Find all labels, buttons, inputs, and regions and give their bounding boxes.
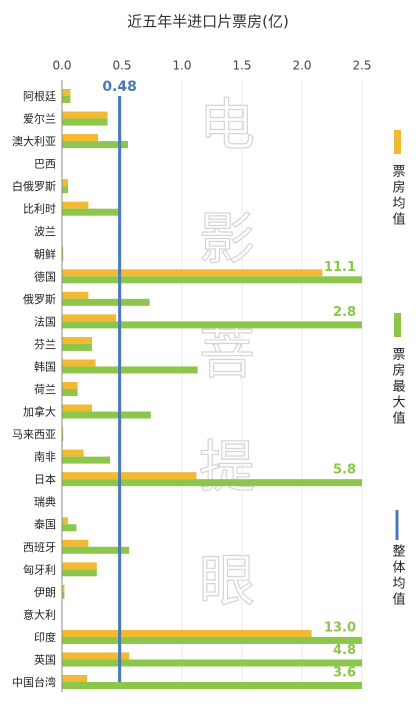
y-tick-label: 意大利 [23,607,56,621]
x-tick-label: 0.5 [112,59,131,73]
y-tick-label: 阿根廷 [23,89,56,103]
y-tick-label: 德国 [34,269,56,283]
y-tick-label: 印度 [34,630,56,644]
y-tick-label: 伊朗 [34,586,56,599]
y-tick-label: 中国台湾 [12,675,56,689]
legend-swatch [394,313,401,337]
bar [62,584,65,592]
bar [62,636,362,644]
bar [62,449,84,457]
bar [62,456,110,464]
x-tick-label: 2.0 [292,59,311,73]
y-tick-label: 马来西亚 [12,428,56,441]
bar [62,591,65,599]
bar [62,404,92,412]
bar [62,366,198,374]
bar [62,389,78,396]
bar [62,201,89,209]
y-tick-label: 加拿大 [23,405,56,419]
y-tick-label: 比利时 [23,203,56,216]
y-tick-label: 泰国 [34,517,56,531]
chart-title: 近五年半进口片票房(亿) [127,13,289,31]
bar [62,134,98,142]
y-tick-label: 朝鲜 [34,247,56,261]
y-tick-label: 南非 [34,451,56,464]
bar [62,118,108,126]
bar [62,291,89,299]
y-tick-label: 巴西 [34,158,56,171]
y-tick-label: 瑞典 [34,495,56,509]
data-label: 5.8 [333,463,356,478]
x-tick-label: 1.0 [172,59,191,73]
bar [62,298,150,306]
bar [62,89,71,96]
y-tick-label: 英国 [34,652,56,666]
bar [62,96,71,103]
reference-label: 0.48 [102,79,137,95]
y-tick-label: 荷兰 [34,383,56,396]
bar [62,314,116,322]
y-tick-label: 韩国 [34,359,56,373]
legend-label: 票房均值 [390,164,406,228]
bar [62,427,64,435]
bar [62,569,97,577]
legend-label: 票房最大值 [390,347,406,427]
bar [62,269,323,277]
data-label: 4.8 [333,643,356,658]
y-tick-label: 澳大利亚 [12,134,56,148]
bar [62,359,96,367]
plot-area [62,89,362,689]
bar [62,562,97,570]
bar [62,276,362,284]
bar [62,524,77,532]
legend-label: 整体均值 [390,544,406,608]
data-label: 13.0 [324,620,356,635]
y-tick-label: 白俄罗斯 [12,179,56,193]
bar [62,675,88,682]
bar [62,479,362,487]
bar [62,682,362,689]
bar [62,629,312,637]
data-label: 11.1 [324,260,356,275]
y-tick-label: 俄罗斯 [23,293,56,306]
x-tick-label: 0.0 [52,59,71,73]
bar [62,179,68,187]
x-tick-label: 2.5 [352,59,371,73]
bar [62,186,68,194]
bar [62,411,151,419]
bar [62,336,92,344]
bar [62,382,78,389]
watermark: 电影菩提眼 [190,95,255,665]
bar [62,253,64,261]
y-tick-label: 爱尔兰 [23,113,56,126]
y-tick-label: 芬兰 [34,338,56,351]
bar [62,141,128,149]
bar [62,546,130,554]
bar [62,659,362,667]
bar [62,343,92,351]
bar [62,539,89,547]
bar [62,472,197,480]
bar [62,208,119,216]
bar [62,246,64,254]
y-tick-label: 西班牙 [23,541,56,554]
y-tick-label: 波兰 [34,225,56,238]
bar [62,111,108,119]
bar [62,321,362,329]
y-tick-label: 法国 [34,314,56,328]
legend-swatch [394,130,401,154]
bar [62,434,64,442]
y-tick-label: 日本 [34,472,56,486]
bar [62,517,68,525]
data-label: 3.6 [333,666,356,681]
y-tick-label: 匈牙利 [23,562,56,576]
x-tick-label: 1.5 [232,59,251,73]
bar [62,652,130,660]
data-label: 2.8 [333,305,356,320]
